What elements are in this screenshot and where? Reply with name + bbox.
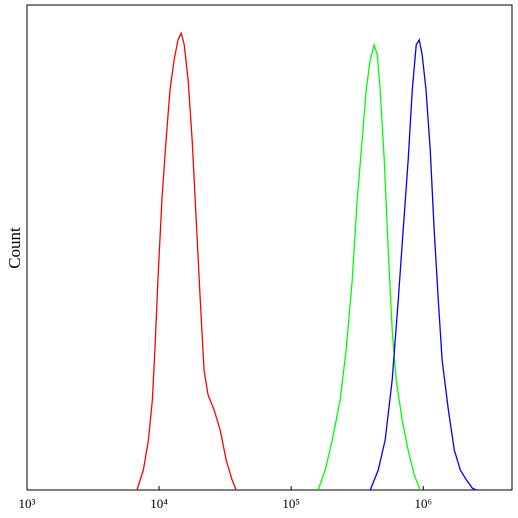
x-tick-label: 10⁵ [282,496,300,511]
y-axis-label: Count [5,227,24,269]
x-tick-label: 10³ [19,496,36,511]
x-tick-label: 10⁴ [150,496,168,511]
histogram-line [317,42,421,491]
plot-frame [26,4,513,491]
histogram-line [136,31,237,491]
histogram-line [369,38,477,491]
x-tick-label: 10⁶ [414,496,432,511]
